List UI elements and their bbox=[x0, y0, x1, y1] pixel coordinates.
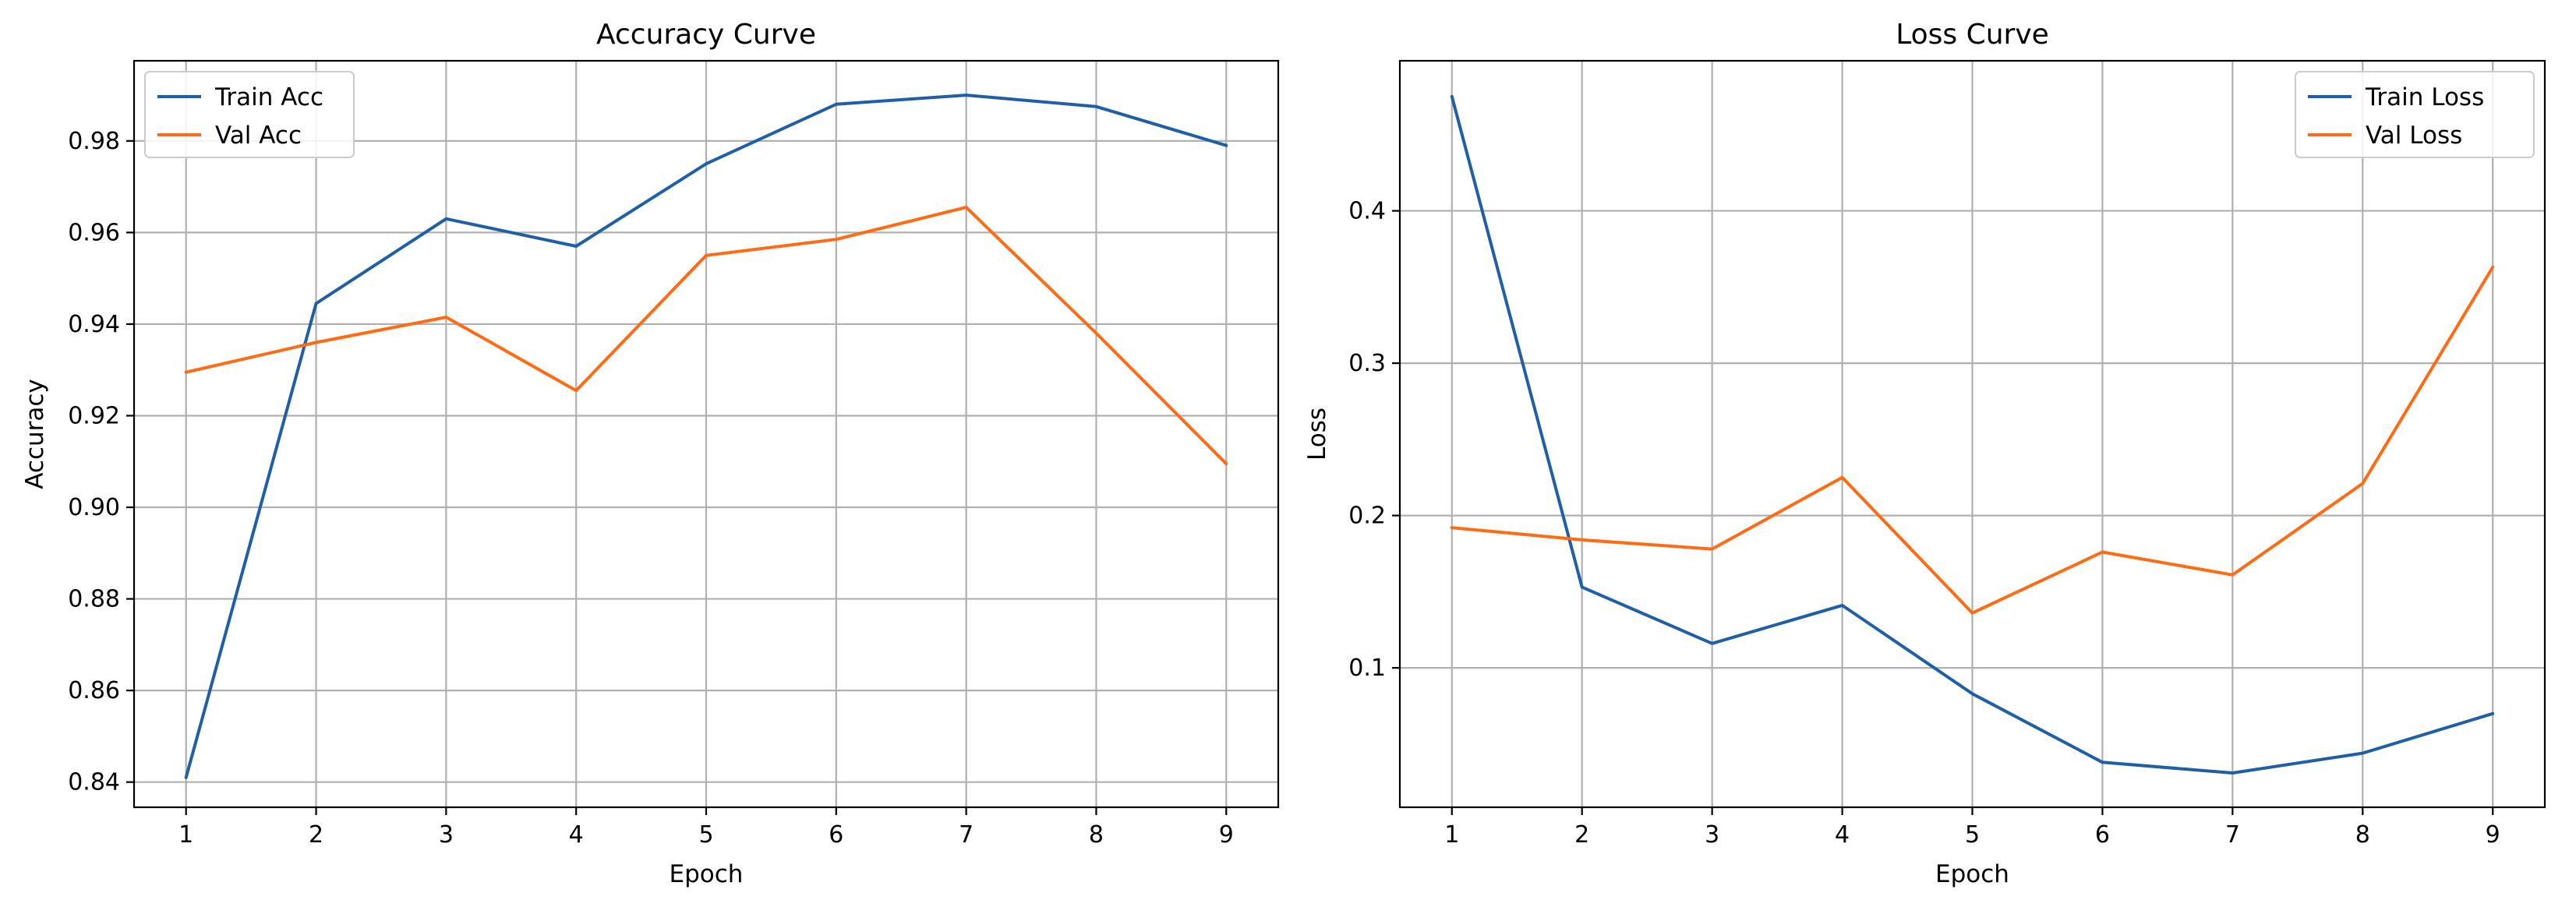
loss-x-tick-label: 6 bbox=[2095, 821, 2110, 849]
accuracy-x-tick-label: 8 bbox=[1089, 821, 1104, 849]
loss-legend-label-train-loss: Train Loss bbox=[2365, 83, 2484, 111]
loss-series-val-loss-line bbox=[1450, 265, 2495, 615]
loss-x-axis-label: Epoch bbox=[1935, 860, 2009, 888]
accuracy-gridlines bbox=[134, 61, 1278, 807]
loss-chart-title: Loss Curve bbox=[1896, 19, 2049, 51]
loss-x-tick-label: 5 bbox=[1965, 821, 1980, 849]
accuracy-x-tick-label: 1 bbox=[178, 821, 193, 849]
loss-x-tick-label: 3 bbox=[1705, 821, 1719, 849]
accuracy-x-tick-label: 4 bbox=[569, 821, 584, 849]
loss-legend: Train Loss Val Loss bbox=[2295, 71, 2535, 158]
loss-y-tick-label: 0.4 bbox=[1348, 198, 1386, 225]
accuracy-x-tick-label: 6 bbox=[829, 821, 843, 849]
loss-x-tick-label: 1 bbox=[1444, 821, 1459, 849]
accuracy-legend: Train Acc Val Acc bbox=[144, 71, 355, 158]
accuracy-x-tick-label: 7 bbox=[959, 821, 974, 849]
loss-x-tick-label: 7 bbox=[2225, 821, 2240, 849]
accuracy-y-tick-label: 0.88 bbox=[68, 586, 120, 613]
accuracy-x-tick-label: 9 bbox=[1219, 821, 1234, 849]
accuracy-y-tick-label: 0.84 bbox=[68, 769, 120, 796]
accuracy-y-tick-label: 0.90 bbox=[68, 494, 120, 521]
accuracy-series-val-acc-line bbox=[184, 206, 1228, 466]
loss-y-tick-label: 0.3 bbox=[1348, 350, 1386, 377]
loss-legend-box bbox=[2295, 71, 2535, 158]
accuracy-legend-label-val-acc: Val Acc bbox=[215, 122, 302, 150]
accuracy-x-axis-label: Epoch bbox=[670, 860, 744, 888]
loss-legend-label-val-loss: Val Loss bbox=[2366, 122, 2462, 150]
accuracy-y-tick-label: 0.86 bbox=[68, 677, 120, 704]
loss-x-tick-label: 8 bbox=[2355, 821, 2370, 849]
loss-y-tick-label: 0.2 bbox=[1348, 503, 1386, 530]
chart-panels: 1 2 3 4 5 6 7 8 9 0.84 0.86 0.88 0.90 0.92 0.94 0.96 0.9… bbox=[21, 19, 2546, 888]
accuracy-x-tick-label: 5 bbox=[698, 821, 713, 849]
loss-y-tick-label: 0.1 bbox=[1348, 655, 1386, 682]
accuracy-legend-label-train-acc: Train Acc bbox=[214, 83, 323, 111]
accuracy-y-axis-label: Accuracy bbox=[21, 379, 49, 489]
loss-x-tick-label: 9 bbox=[2486, 821, 2500, 849]
accuracy-y-tick-label: 0.92 bbox=[68, 402, 120, 429]
loss-series-train-loss-line bbox=[1450, 94, 2495, 775]
loss-y-axis-label: Loss bbox=[1303, 408, 1331, 461]
loss-gridlines bbox=[1400, 61, 2545, 807]
accuracy-y-tick-label: 0.96 bbox=[68, 219, 120, 246]
accuracy-x-tick-label: 3 bbox=[439, 821, 454, 849]
accuracy-x-tick-label: 2 bbox=[309, 821, 323, 849]
accuracy-y-tick-label: 0.98 bbox=[68, 128, 120, 155]
accuracy-y-tick-label: 0.94 bbox=[68, 311, 120, 338]
accuracy-series-train-acc-line bbox=[184, 94, 1228, 779]
loss-x-tick-label: 4 bbox=[1835, 821, 1850, 849]
accuracy-chart: 1 2 3 4 5 6 7 8 9 0.84 0.86 0.88 0.90 0.92 0.94 0.96 0.9… bbox=[21, 19, 1280, 888]
loss-x-tick-label: 2 bbox=[1574, 821, 1589, 849]
loss-chart: 1 2 3 4 5 6 7 8 9 0.1 0.2 0.3 0.4 Loss Curve Epoch Loss… bbox=[1303, 19, 2546, 888]
accuracy-chart-title: Accuracy Curve bbox=[596, 19, 816, 51]
